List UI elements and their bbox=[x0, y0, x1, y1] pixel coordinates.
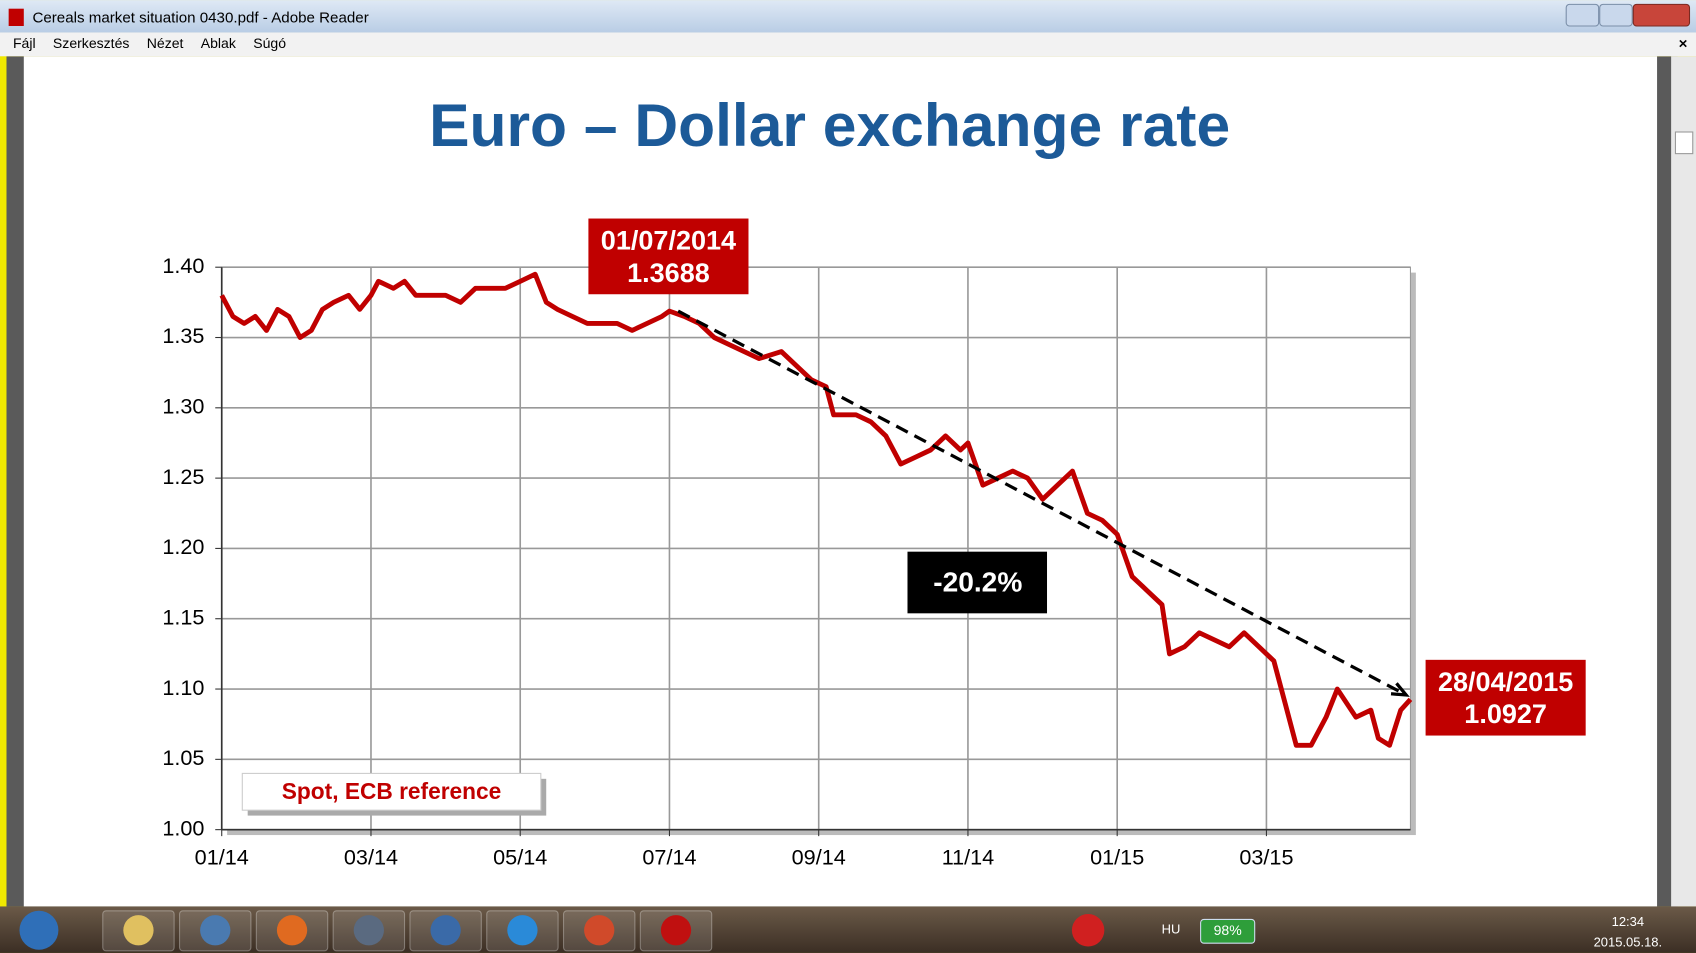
battery: 98% bbox=[1214, 922, 1242, 938]
menu-item[interactable]: Ablak bbox=[201, 35, 237, 51]
clock-date: 2015.05.18. bbox=[1594, 935, 1663, 950]
change-box bbox=[907, 551, 1048, 614]
y-tick-label: 1.05 bbox=[162, 745, 204, 770]
scrollbar[interactable] bbox=[1671, 56, 1696, 907]
x-tick-label: 09/14 bbox=[792, 845, 846, 870]
x-tick-label: 01/14 bbox=[195, 845, 249, 870]
x-tick-label: 03/14 bbox=[344, 845, 398, 870]
menu-item[interactable]: Fájl bbox=[13, 35, 36, 51]
chart-title: Euro – Dollar exchange rate bbox=[429, 91, 1230, 159]
start-button[interactable] bbox=[19, 910, 59, 950]
note-box bbox=[241, 772, 542, 811]
title-bar bbox=[0, 0, 1696, 33]
tray-icon[interactable] bbox=[1071, 914, 1105, 947]
trend-arrowhead bbox=[1390, 682, 1410, 697]
y-tick-label: 1.15 bbox=[162, 604, 204, 629]
series-line bbox=[219, 271, 1413, 748]
y-tick-label: 1.10 bbox=[162, 675, 204, 700]
change-label: -20.2% bbox=[933, 567, 1022, 598]
menu-item[interactable]: Súgó bbox=[253, 35, 286, 51]
x-tick-label: 07/14 bbox=[642, 845, 696, 870]
language: HU bbox=[1162, 922, 1181, 937]
app-icon bbox=[8, 8, 24, 26]
x-tick-label: 01/15 bbox=[1090, 845, 1144, 870]
trend-line bbox=[677, 309, 1407, 697]
x-tick-label: 03/15 bbox=[1239, 845, 1293, 870]
annotation-value: 1.3688 bbox=[627, 258, 710, 288]
y-tick-label: 1.30 bbox=[162, 394, 204, 419]
battery-indicator bbox=[1200, 918, 1256, 944]
annotation-box bbox=[588, 218, 749, 295]
close-doc[interactable]: × bbox=[1679, 35, 1688, 52]
taskbar-icon bbox=[507, 915, 538, 946]
annotation-date: 28/04/2015 bbox=[1438, 667, 1573, 697]
menu-item[interactable]: Szerkesztés bbox=[53, 35, 130, 51]
taskbar-icon bbox=[276, 915, 308, 946]
annotation-date: 01/07/2014 bbox=[601, 225, 736, 255]
minimize-button[interactable] bbox=[1565, 3, 1600, 27]
y-tick-label: 1.20 bbox=[162, 534, 204, 559]
taskbar bbox=[0, 906, 1696, 953]
restore-button[interactable] bbox=[1599, 3, 1633, 27]
clock-time: 12:34 bbox=[1612, 914, 1644, 929]
y-tick-label: 1.35 bbox=[162, 323, 204, 348]
y-tick-label: 1.00 bbox=[162, 815, 204, 840]
taskbar-icon bbox=[584, 915, 615, 946]
note: Spot, ECB reference bbox=[282, 778, 502, 804]
taskbar-icon bbox=[123, 915, 154, 946]
taskbar-icon bbox=[660, 915, 692, 946]
scroll-thumb[interactable] bbox=[1674, 131, 1694, 155]
menu-bar bbox=[0, 32, 1696, 57]
close-button[interactable] bbox=[1632, 3, 1691, 27]
x-tick-label: 05/14 bbox=[493, 845, 547, 870]
annotation-value: 1.0927 bbox=[1464, 699, 1547, 729]
taskbar-icon bbox=[430, 915, 461, 946]
x-tick-label: 11/14 bbox=[942, 845, 995, 870]
taskbar-icon bbox=[200, 915, 231, 946]
annotation-box bbox=[1425, 659, 1586, 736]
window-title: Cereals market situation 0430.pdf - Adob… bbox=[32, 9, 368, 26]
y-tick-label: 1.25 bbox=[162, 464, 204, 489]
taskbar-icon bbox=[353, 915, 384, 946]
menu-item[interactable]: Nézet bbox=[147, 35, 184, 51]
y-tick-label: 1.40 bbox=[162, 253, 204, 278]
